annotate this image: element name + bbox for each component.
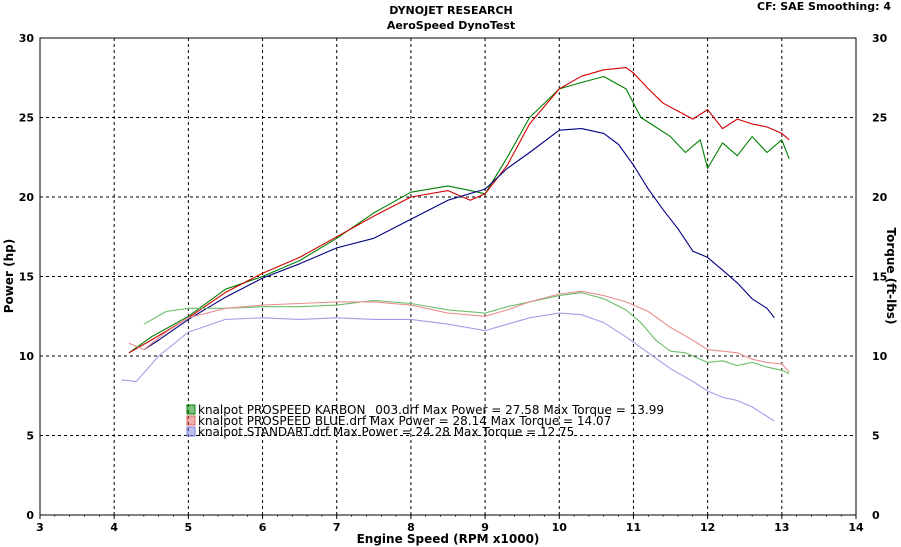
x-tick-labels: 3 4 5 6 7 8 9 10 11 12 13 14 [36,521,864,534]
legend-swatch [186,415,196,426]
x-tick-label: 13 [774,521,789,534]
y-left-tick-label: 25 [19,112,34,125]
chart-subtitle: AeroSpeed DynoTest [387,19,515,32]
y-right-tick-label: 30 [872,32,888,45]
legend-entry: knalpot PROSPEED KARBON _003.drf Max Pow… [198,403,664,417]
y-right-tick-labels: 0 5 10 15 20 25 30 [872,32,888,522]
y-right-tick-label: 20 [872,191,888,204]
x-axis-label: Engine Speed (RPM x1000) [357,532,540,546]
x-tick-label: 3 [36,521,44,534]
y-left-tick-labels: 0 5 10 15 20 25 30 [19,32,35,522]
series-torque-3 [143,292,790,375]
x-tick-label: 6 [259,521,267,534]
y-left-tick-label: 15 [19,271,34,284]
x-tick-label: 14 [848,521,864,534]
x-tick-label: 12 [700,521,715,534]
series-power-2 [143,128,775,351]
y-left-axis-label: Power (hp) [2,239,16,313]
legend-entry: knalpot PROSPEED BLUE.drf Max Power = 28… [198,414,611,428]
x-tick-label: 7 [333,521,341,534]
series-power-1 [128,67,790,354]
series-power-0 [128,75,790,354]
series-torque-5 [121,312,775,422]
tick-marks [39,515,857,519]
x-tick-label: 8 [407,521,415,534]
legend-swatch [186,426,196,437]
y-right-tick-label: 15 [872,271,887,284]
y-right-tick-label: 25 [872,112,887,125]
y-right-tick-label: 0 [872,509,880,522]
y-left-tick-label: 10 [19,350,35,363]
x-tick-label: 9 [481,521,489,534]
x-tick-label: 11 [626,521,641,534]
chart-title: DYNOJET RESEARCH [389,4,512,17]
y-left-tick-label: 30 [19,32,35,45]
y-left-tick-label: 20 [19,191,35,204]
y-left-tick-label: 5 [26,430,34,443]
y-right-axis-label: Torque (ft-lbs) [884,228,898,325]
x-tick-label: 4 [110,521,118,534]
legend: knalpot PROSPEED KARBON _003.drf Max Pow… [186,403,664,439]
series-lines [121,67,790,422]
x-tick-label: 10 [552,521,568,534]
x-tick-label: 5 [185,521,193,534]
legend-swatch [186,404,196,415]
series-torque-4 [128,290,790,373]
legend-entry: knalpot STANDART.drf Max Power = 24.28 M… [198,425,574,439]
y-right-tick-label: 10 [872,350,888,363]
settings-readout: CF: SAE Smoothing: 4 [757,0,891,13]
y-left-tick-label: 0 [26,509,34,522]
y-right-tick-label: 5 [872,430,880,443]
